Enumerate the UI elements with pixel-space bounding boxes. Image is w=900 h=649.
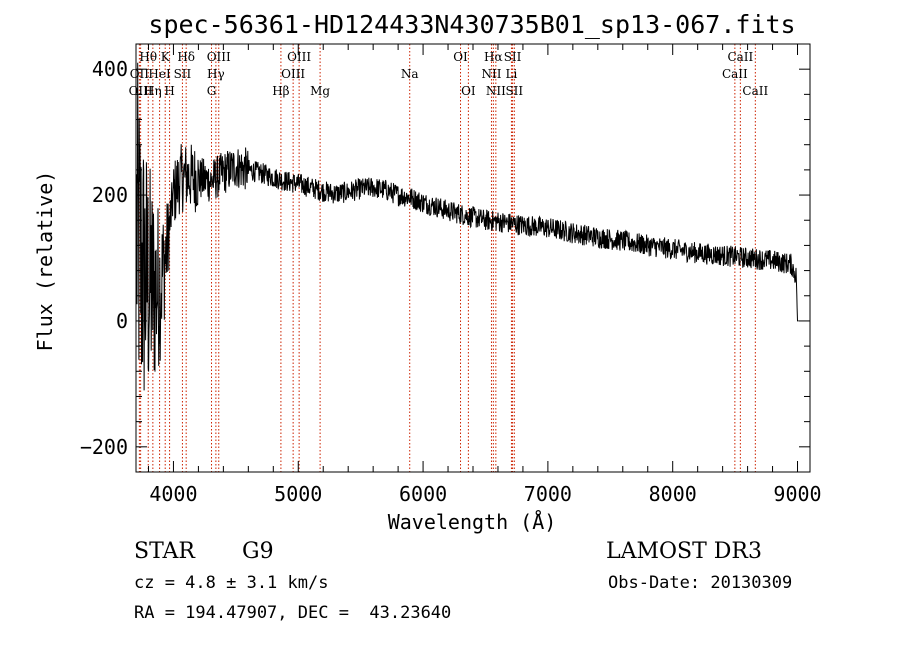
line-label-15: Mg	[310, 84, 330, 98]
line-label-27: CaII	[742, 84, 768, 98]
y-tick-label-0: −200	[80, 435, 128, 459]
line-label-21: NII	[486, 84, 506, 98]
y-axis-label: Flux (relative)	[33, 171, 57, 352]
spectrum-line	[136, 62, 799, 391]
line-label-23: Li	[506, 67, 518, 81]
x-axis-label: Wavelength (Å)	[388, 510, 557, 534]
object-subclass: G9	[242, 539, 274, 564]
line-label-0: Hθ	[139, 50, 157, 64]
line-label-9: OIII	[207, 50, 231, 64]
line-label-20: NII	[481, 67, 501, 81]
line-label-3: K	[161, 50, 171, 64]
y-tick-label-3: 400	[92, 57, 128, 81]
x-tick-label-3: 7000	[524, 482, 572, 506]
line-label-5: Hη	[144, 84, 162, 98]
line-label-25: CaII	[727, 50, 753, 64]
survey-name: LAMOST DR3	[606, 539, 762, 564]
line-label-17: OI	[453, 50, 468, 64]
object-class: STAR	[134, 539, 195, 564]
line-label-6: Hδ	[177, 50, 195, 64]
x-tick-label-2: 6000	[399, 482, 447, 506]
spectral-line-markers	[138, 44, 756, 472]
x-tick-label-5: 9000	[773, 482, 821, 506]
chart-title: spec-56361-HD124433N430735B01_sp13-067.f…	[148, 10, 795, 39]
line-label-10: Hγ	[207, 67, 225, 81]
line-label-12: OIII	[287, 50, 311, 64]
line-label-18: OI	[461, 84, 476, 98]
line-label-2: OIII	[129, 84, 153, 98]
line-label-24: SII	[505, 84, 523, 98]
x-tick-label-0: 4000	[149, 482, 197, 506]
line-label-11: G	[207, 84, 217, 98]
line-label-19: Hα	[484, 50, 503, 64]
line-label-1: OII	[130, 67, 150, 81]
observation-date: Obs-Date: 20130309	[608, 573, 793, 593]
y-tick-label-1: 0	[116, 309, 128, 333]
redshift-velocity: cz = 4.8 ± 3.1 km/s	[134, 573, 329, 593]
axis-ticks	[136, 43, 810, 473]
line-label-26: CaII	[722, 67, 748, 81]
x-tick-label-4: 8000	[649, 482, 697, 506]
y-tick-label-2: 200	[92, 183, 128, 207]
line-label-22: SII	[504, 50, 522, 64]
line-label-16: Na	[401, 67, 419, 81]
line-label-4: HeI	[148, 67, 171, 81]
axis-tick-labels: 4000 5000 6000 7000 8000 9000 −200 0 200 400	[80, 57, 822, 506]
line-label-8: H	[164, 84, 174, 98]
x-tick-label-1: 5000	[274, 482, 322, 506]
line-label-7: SII	[174, 67, 192, 81]
coordinates: RA = 194.47907, DEC = 43.23640	[134, 603, 452, 623]
line-label-14: Hβ	[272, 84, 289, 98]
line-label-13: OIII	[281, 67, 305, 81]
